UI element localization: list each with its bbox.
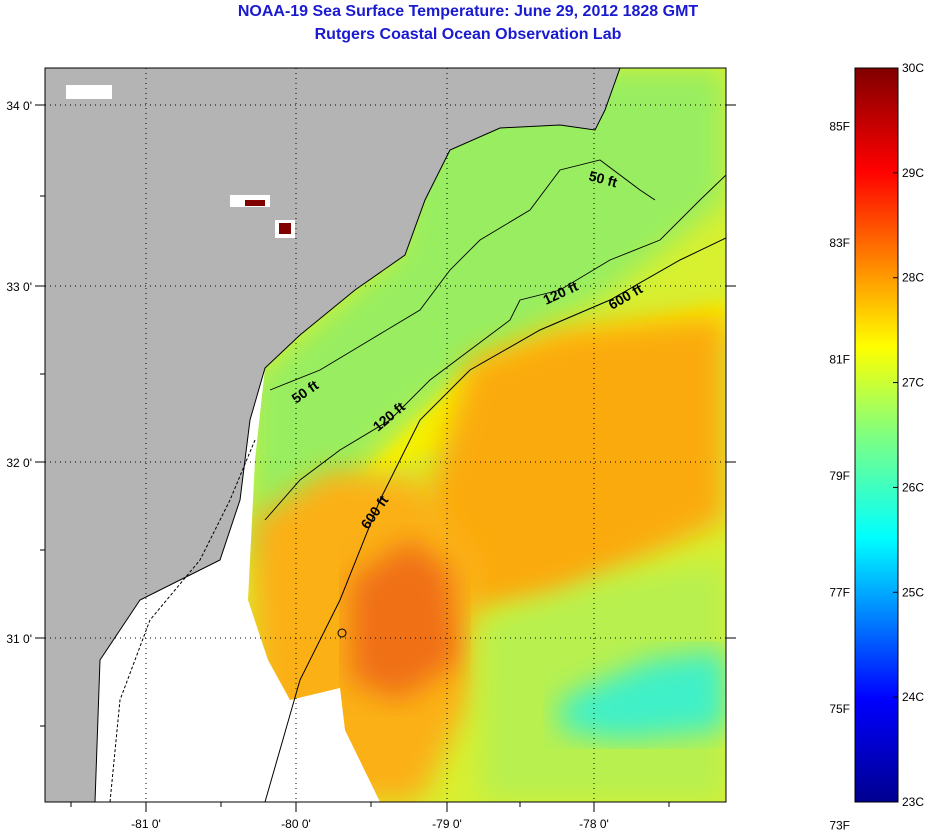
figure-subtitle: Rutgers Coastal Ocean Observation Lab [314,26,622,43]
land [45,68,620,802]
lon-label: -80 0' [281,817,311,831]
colorbar [854,67,899,803]
coastal-marsh-lines [109,439,256,802]
colorbar-fahrenheit-label: 81F [829,352,850,366]
lat-label: 31 0' [6,632,32,646]
colorbar-celsius-label: 26C [902,480,924,494]
colorbar-fahrenheit-label: 73F [829,818,850,832]
sst-warm-core [420,315,726,610]
figure-title: NOAA-19 Sea Surface Temperature: June 29… [237,3,699,20]
isobath-50ft [269,159,656,391]
graticule [45,68,726,802]
isobath-600ft [264,237,726,802]
lake-hot [245,200,265,206]
colorbar-fahrenheit-label: 83F [829,236,850,250]
colorbar-celsius-label: 28C [902,271,924,285]
lon-label: -78 0' [579,817,609,831]
isobath-120ft [264,174,726,521]
lon-label: -81 0' [131,817,161,831]
lon-label: -79 0' [432,817,462,831]
colorbar-fahrenheit-label: 77F [829,585,850,599]
sst-cool-patch [560,650,726,740]
map-area: 50 ft 120 ft 600 ft 50 ft 120 ft 600 ft [45,68,726,802]
lake-hot [279,223,291,234]
colorbar-fahrenheit-label: 79F [829,469,850,483]
colorbar-celsius-label: 30C [902,61,924,75]
colorbar-fahrenheit-label: 75F [829,702,850,716]
no-data-region [95,368,380,802]
plot-frame [44,67,727,803]
lake [66,85,112,99]
lat-label: 34 0' [6,99,32,113]
coastline [94,68,621,802]
contour-label-50ft-north: 50 ft [587,167,619,190]
sst-hot-patch [350,540,460,700]
colorbar-celsius-label: 23C [902,795,924,809]
colorbar-labels: 30C 29C 28C 27C 26C 25C 24C 23C 85F 83F 81F 79F 77F 7… [829,61,924,832]
seamount-contour [337,628,347,638]
axis-ticks [35,104,736,812]
lat-label: 33 0' [6,280,32,294]
sst-cool-coastal-band [250,68,726,560]
lat-label: 32 0' [6,456,32,470]
colorbar-celsius-label: 25C [902,585,924,599]
colorbar-celsius-label: 24C [902,690,924,704]
colorbar-fahrenheit-label: 85F [829,119,850,133]
colorbar-celsius-label: 29C [902,166,924,180]
colorbar-celsius-label: 27C [902,376,924,390]
